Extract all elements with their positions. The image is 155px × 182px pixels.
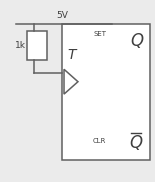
Text: SET: SET — [93, 31, 106, 37]
Text: 5V: 5V — [56, 11, 68, 20]
Bar — [27, 31, 47, 60]
Text: 1k: 1k — [16, 41, 26, 50]
Bar — [62, 24, 150, 160]
Text: Q: Q — [130, 32, 143, 50]
Text: CLR: CLR — [93, 138, 106, 144]
Text: Q: Q — [129, 134, 142, 152]
Text: T: T — [68, 48, 76, 62]
